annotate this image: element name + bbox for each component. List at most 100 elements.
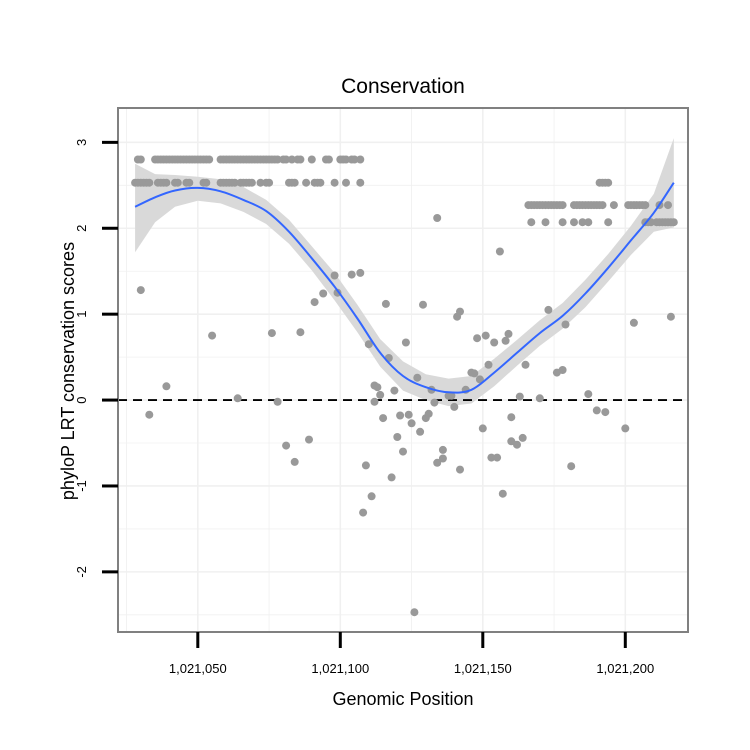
data-point bbox=[381, 299, 390, 308]
data-point bbox=[401, 338, 410, 347]
data-point bbox=[413, 373, 422, 382]
data-point bbox=[296, 155, 305, 164]
data-point bbox=[515, 392, 524, 401]
data-point bbox=[302, 178, 311, 187]
y-tick-label: 2 bbox=[74, 225, 89, 232]
data-point bbox=[450, 402, 459, 411]
data-point bbox=[319, 289, 328, 298]
data-point bbox=[387, 473, 396, 482]
data-point bbox=[419, 300, 427, 309]
data-point bbox=[447, 391, 456, 400]
data-point bbox=[307, 155, 316, 164]
data-point bbox=[438, 454, 447, 463]
data-point bbox=[404, 410, 413, 419]
data-point bbox=[396, 411, 405, 420]
data-point bbox=[430, 398, 439, 407]
data-point bbox=[208, 331, 217, 340]
data-point bbox=[669, 218, 678, 227]
data-point bbox=[629, 318, 638, 327]
data-point bbox=[367, 492, 376, 501]
panel-border bbox=[117, 107, 689, 633]
data-points bbox=[131, 155, 678, 617]
data-point bbox=[364, 340, 373, 349]
data-point bbox=[578, 218, 587, 227]
data-point bbox=[558, 218, 567, 227]
data-point bbox=[478, 424, 487, 433]
data-point bbox=[265, 178, 274, 187]
data-point bbox=[470, 369, 479, 378]
data-point bbox=[507, 413, 516, 422]
data-point bbox=[273, 397, 282, 406]
data-point bbox=[145, 410, 154, 419]
data-point bbox=[621, 424, 630, 433]
data-point bbox=[342, 155, 350, 164]
data-point bbox=[521, 360, 530, 369]
x-axis-label: Genomic Position bbox=[332, 689, 473, 709]
x-tick-label: 1,021,100 bbox=[311, 661, 369, 676]
x-tick-label: 1,021,050 bbox=[169, 661, 227, 676]
data-point bbox=[361, 461, 370, 470]
y-tick-label: 1 bbox=[74, 311, 89, 318]
data-point bbox=[399, 447, 407, 456]
data-point bbox=[498, 489, 507, 498]
x-axis-ticks: 1,021,050 1,021,100 1,021,150 1,021,200 bbox=[169, 632, 654, 676]
data-point bbox=[376, 390, 385, 399]
data-point bbox=[267, 329, 276, 338]
data-point bbox=[162, 382, 171, 391]
x-tick-label: 1,021,200 bbox=[596, 661, 654, 676]
data-point bbox=[504, 329, 513, 338]
data-point bbox=[324, 155, 333, 164]
data-point bbox=[601, 408, 610, 417]
y-tick-label: 0 bbox=[74, 396, 89, 403]
data-point bbox=[584, 390, 593, 399]
data-point bbox=[162, 178, 171, 187]
data-point bbox=[282, 155, 291, 164]
data-point bbox=[145, 178, 154, 187]
data-point bbox=[316, 178, 325, 187]
data-point bbox=[473, 334, 482, 343]
data-point bbox=[484, 360, 493, 369]
data-point bbox=[598, 201, 607, 210]
data-point bbox=[350, 155, 359, 164]
data-point bbox=[609, 201, 618, 210]
data-point bbox=[558, 366, 567, 374]
data-point bbox=[567, 462, 576, 471]
data-point bbox=[513, 440, 521, 449]
data-point bbox=[456, 465, 464, 474]
y-axis-ticks: -2 -1 0 1 2 3 bbox=[74, 139, 118, 578]
data-point bbox=[424, 409, 433, 418]
data-point bbox=[379, 414, 388, 423]
data-point bbox=[561, 320, 570, 329]
chart-title: Conservation bbox=[341, 75, 465, 98]
data-point bbox=[541, 218, 550, 227]
data-point bbox=[202, 178, 211, 187]
data-point bbox=[373, 383, 382, 392]
data-point bbox=[205, 155, 214, 164]
data-point bbox=[310, 298, 319, 307]
data-point bbox=[273, 155, 282, 164]
data-point bbox=[356, 268, 365, 277]
y-axis-label: phyloP LRT conservation scores bbox=[58, 242, 78, 500]
data-point bbox=[481, 331, 490, 340]
data-point bbox=[641, 201, 650, 210]
data-point bbox=[544, 305, 553, 314]
data-point bbox=[558, 201, 567, 210]
data-point bbox=[282, 441, 291, 450]
data-point bbox=[233, 394, 242, 403]
data-point bbox=[370, 397, 379, 406]
data-point bbox=[475, 375, 484, 384]
data-point bbox=[666, 312, 675, 321]
y-tick-label: -2 bbox=[74, 566, 89, 578]
data-point bbox=[535, 394, 544, 403]
data-point bbox=[290, 178, 299, 187]
data-point bbox=[487, 453, 496, 462]
data-point bbox=[173, 178, 182, 187]
data-point bbox=[136, 155, 145, 164]
data-point bbox=[584, 218, 593, 227]
data-point bbox=[410, 608, 419, 617]
data-point bbox=[305, 435, 313, 444]
data-point bbox=[493, 453, 502, 462]
data-point bbox=[185, 178, 194, 187]
data-point bbox=[495, 247, 504, 256]
